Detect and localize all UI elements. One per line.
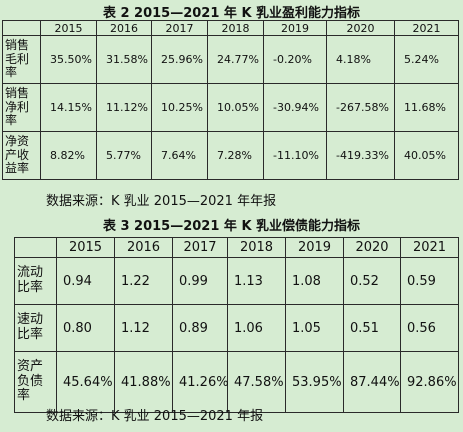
value-cell: 0.99: [172, 257, 228, 305]
value-cell: 0.89: [172, 304, 228, 352]
value-cell: 40.05%: [394, 131, 459, 180]
value-cell: 47.58%: [227, 351, 286, 413]
table3-year-header: 2018: [227, 237, 286, 258]
table3-year-header: 2020: [343, 237, 401, 258]
value-cell: 53.95%: [285, 351, 344, 413]
value-cell: 5.24%: [394, 35, 459, 84]
row-label-line: 率: [5, 113, 18, 128]
solvency-table: 2015 2016 2017 2018 2019 2020 2021 流动 比率…: [14, 237, 459, 413]
table3-caption: 表 3 2015—2021 年 K 乳业偿债能力指标: [102, 219, 361, 234]
row-label-current-ratio: 流动 比率: [14, 257, 57, 305]
table3-year-header: 2016: [114, 237, 173, 258]
table3-year-header: 2015: [56, 237, 115, 258]
row-label-line: 资产: [17, 358, 44, 374]
row-label-line: 产收: [5, 147, 30, 162]
value-cell: 0.52: [343, 257, 401, 305]
table2-source-note: 数据来源：K 乳业 2015—2021 年年报: [46, 194, 277, 209]
value-cell: 5.77%: [96, 131, 152, 180]
row-label-line: 速动: [17, 312, 44, 328]
value-cell: -419.33%: [326, 131, 395, 180]
row-label-net-margin: 销售 净利 率: [2, 83, 41, 132]
row-label-quick-ratio: 速动 比率: [14, 304, 57, 352]
value-cell: 1.22: [114, 257, 173, 305]
value-cell: 41.88%: [114, 351, 173, 413]
value-cell: 11.68%: [394, 83, 459, 132]
value-cell: 1.12: [114, 304, 173, 352]
table2-corner-cell: [2, 20, 41, 36]
row-label-line: 销售: [5, 37, 30, 52]
table2-header-row: 2015 2016 2017 2018 2019 2020 2021: [2, 20, 459, 36]
value-cell: 10.25%: [151, 83, 208, 132]
value-cell: -30.94%: [263, 83, 327, 132]
row-label-roe: 净资 产收 益率: [2, 131, 41, 180]
value-cell: 1.05: [285, 304, 344, 352]
value-cell: 11.12%: [96, 83, 152, 132]
value-cell: 35.50%: [40, 35, 97, 84]
row-label-line: 净利: [5, 99, 30, 114]
value-cell: 7.64%: [151, 131, 208, 180]
value-cell: 0.51: [343, 304, 401, 352]
value-cell: 87.44%: [343, 351, 401, 413]
table2-year-header: 2015: [40, 20, 97, 36]
table2-year-header: 2016: [96, 20, 152, 36]
row-label-line: 毛利: [5, 51, 30, 66]
value-cell: 0.59: [400, 257, 459, 305]
value-cell: 8.82%: [40, 131, 97, 180]
row-label-line: 销售: [5, 85, 30, 100]
value-cell: 1.13: [227, 257, 286, 305]
table3-corner-cell: [14, 237, 57, 258]
value-cell: 25.96%: [151, 35, 208, 84]
table-row: 净资 产收 益率 8.82% 5.77% 7.64% 7.28% -11.10%…: [2, 131, 459, 180]
table2-year-header: 2020: [326, 20, 395, 36]
value-cell: 10.05%: [207, 83, 264, 132]
value-cell: -0.20%: [263, 35, 327, 84]
value-cell: 0.94: [56, 257, 115, 305]
table-row: 速动 比率 0.80 1.12 0.89 1.06 1.05 0.51 0.56: [14, 304, 459, 352]
table3-source-note: 数据来源：K 乳业 2015—2021 年报: [46, 409, 264, 424]
value-cell: 41.26%: [172, 351, 229, 413]
table-row: 销售 净利 率 14.15% 11.12% 10.25% 10.05% -30.…: [2, 83, 459, 132]
value-cell: 45.64%: [56, 351, 115, 413]
table3-year-header: 2021: [400, 237, 459, 258]
value-cell: 92.86%: [400, 351, 459, 413]
value-cell: 4.18%: [326, 35, 395, 84]
value-cell: -267.58%: [326, 83, 395, 132]
row-label-gross-margin: 销售 毛利 率: [2, 35, 41, 84]
row-label-line: 比率: [17, 280, 44, 295]
value-cell: 1.08: [285, 257, 344, 305]
table2-year-header: 2021: [394, 20, 459, 36]
table2-year-header: 2017: [151, 20, 208, 36]
table2-year-header: 2019: [263, 20, 327, 36]
table3-header-row: 2015 2016 2017 2018 2019 2020 2021: [14, 237, 459, 258]
row-label-debt-ratio: 资产 负债 率: [14, 351, 57, 413]
table-row: 资产 负债 率 45.64% 41.88% 41.26% 47.58% 53.9…: [14, 351, 459, 413]
value-cell: 24.77%: [207, 35, 264, 84]
table-row: 流动 比率 0.94 1.22 0.99 1.13 1.08 0.52 0.59: [14, 257, 459, 305]
row-label-line: 率: [17, 388, 31, 404]
value-cell: 7.28%: [207, 131, 264, 180]
row-label-line: 流动: [17, 265, 44, 281]
profitability-table: 2015 2016 2017 2018 2019 2020 2021 销售 毛利…: [2, 20, 459, 180]
value-cell: 1.06: [227, 304, 286, 352]
value-cell: 0.80: [56, 304, 115, 352]
value-cell: 31.58%: [96, 35, 152, 84]
table3-year-header: 2017: [172, 237, 228, 258]
row-label-line: 净资: [5, 133, 30, 148]
value-cell: 14.15%: [40, 83, 97, 132]
row-label-line: 率: [5, 65, 18, 80]
row-label-line: 负债: [17, 373, 44, 389]
value-cell: 0.56: [400, 304, 459, 352]
row-label-line: 比率: [17, 327, 44, 342]
row-label-line: 益率: [5, 161, 30, 176]
value-cell: -11.10%: [263, 131, 327, 180]
table-row: 销售 毛利 率 35.50% 31.58% 25.96% 24.77% -0.2…: [2, 35, 459, 84]
table2-caption: 表 2 2015—2021 年 K 乳业盈利能力指标: [102, 6, 361, 21]
table2-year-header: 2018: [207, 20, 264, 36]
table3-year-header: 2019: [285, 237, 344, 258]
